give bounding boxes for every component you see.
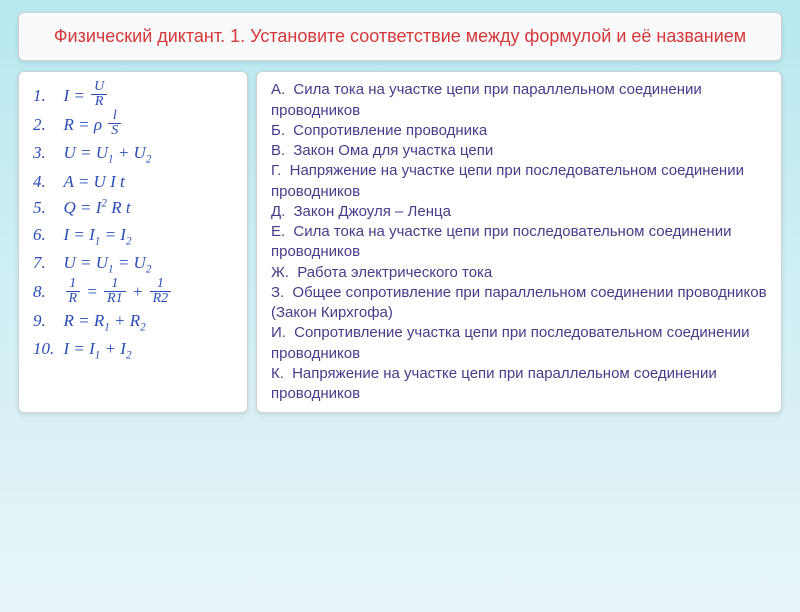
answer-letter: Г. <box>271 162 281 179</box>
answer-item: Г. Напряжение на участке цепи при послед… <box>271 161 767 202</box>
formula-body: Q = I2 R t <box>55 198 131 217</box>
formula-number: 10. <box>33 336 55 362</box>
formula-item: 5. Q = I2 R t <box>33 195 233 221</box>
formula-number: 8. <box>33 279 55 305</box>
formula-body: I = I1 = I2 <box>55 225 132 244</box>
answer-text: Напряжение на участке цепи при параллель… <box>271 365 717 402</box>
answer-text: Сила тока на участке цепи при параллельн… <box>271 81 702 118</box>
answer-item: К. Напряжение на участке цепи при паралл… <box>271 364 767 405</box>
answer-text: Сопротивление проводника <box>289 122 487 139</box>
answer-letter: Б. <box>271 122 285 139</box>
answer-item: З. Общее сопротивление при параллельном … <box>271 283 767 324</box>
formula-number: 1. <box>33 83 55 109</box>
answer-letter: З. <box>271 284 284 301</box>
answer-letter: В. <box>271 142 285 159</box>
formula-item: 9. R = R1 + R2 <box>33 308 233 337</box>
answer-item: Ж. Работа электрического тока <box>271 263 767 283</box>
formula-number: 5. <box>33 195 55 221</box>
answer-text: Закон Ома для участка цепи <box>289 142 493 159</box>
formula-body: I = UR <box>55 86 109 105</box>
answer-letter: Е. <box>271 223 285 240</box>
formula-body: I = I1 + I2 <box>55 339 132 358</box>
answer-text: Общее сопротивление при параллельном сое… <box>271 284 767 321</box>
answer-text: Работа электрического тока <box>293 264 492 281</box>
header-panel: Физический диктант. 1. Установите соотве… <box>18 12 782 61</box>
formula-number: 7. <box>33 250 55 276</box>
content-row: 1. I = UR2. R = ρ lS3. U = U1 + U24. A =… <box>0 71 800 413</box>
formula-body: 1R = 1R1 + 1R2 <box>55 282 173 301</box>
formula-number: 6. <box>33 222 55 248</box>
formula-number: 9. <box>33 308 55 334</box>
formula-item: 3. U = U1 + U2 <box>33 140 233 169</box>
formula-item: 6. I = I1 = I2 <box>33 222 233 251</box>
answer-item: И. Сопротивление участка цепи при послед… <box>271 323 767 364</box>
formula-item: 7. U = U1 = U2 <box>33 250 233 279</box>
formulas-panel: 1. I = UR2. R = ρ lS3. U = U1 + U24. A =… <box>18 71 248 413</box>
formula-number: 3. <box>33 140 55 166</box>
formula-number: 4. <box>33 169 55 195</box>
answer-letter: Ж. <box>271 264 289 281</box>
answer-text: Сопротивление участка цепи при последова… <box>271 324 749 361</box>
formula-body: U = U1 = U2 <box>55 253 151 272</box>
formula-body: A = U I t <box>55 172 125 191</box>
answers-panel: А. Сила тока на участке цепи при паралле… <box>256 71 782 413</box>
answer-letter: К. <box>271 365 284 382</box>
formula-body: R = R1 + R2 <box>55 311 146 330</box>
answer-item: Д. Закон Джоуля – Ленца <box>271 202 767 222</box>
answer-letter: А. <box>271 81 285 98</box>
answer-letter: И. <box>271 324 286 341</box>
answer-item: А. Сила тока на участке цепи при паралле… <box>271 80 767 121</box>
header-title: Физический диктант. 1. Установите соотве… <box>39 25 761 48</box>
answer-text: Закон Джоуля – Ленца <box>289 203 451 220</box>
answer-item: Б. Сопротивление проводника <box>271 121 767 141</box>
answer-item: Е. Сила тока на участке цепи при последо… <box>271 222 767 263</box>
formula-number: 2. <box>33 112 55 138</box>
answer-text: Сила тока на участке цепи при последоват… <box>271 223 731 260</box>
formula-item: 10. I = I1 + I2 <box>33 336 233 365</box>
formula-item: 4. A = U I t <box>33 169 233 195</box>
formula-item: 8. 1R = 1R1 + 1R2 <box>33 279 233 308</box>
formula-item: 1. I = UR <box>33 82 233 111</box>
answer-text: Напряжение на участке цепи при последова… <box>271 162 744 199</box>
formula-item: 2. R = ρ lS <box>33 111 233 140</box>
formula-body: R = ρ lS <box>55 115 123 134</box>
formula-body: U = U1 + U2 <box>55 143 151 162</box>
answer-item: В. Закон Ома для участка цепи <box>271 141 767 161</box>
answer-letter: Д. <box>271 203 285 220</box>
